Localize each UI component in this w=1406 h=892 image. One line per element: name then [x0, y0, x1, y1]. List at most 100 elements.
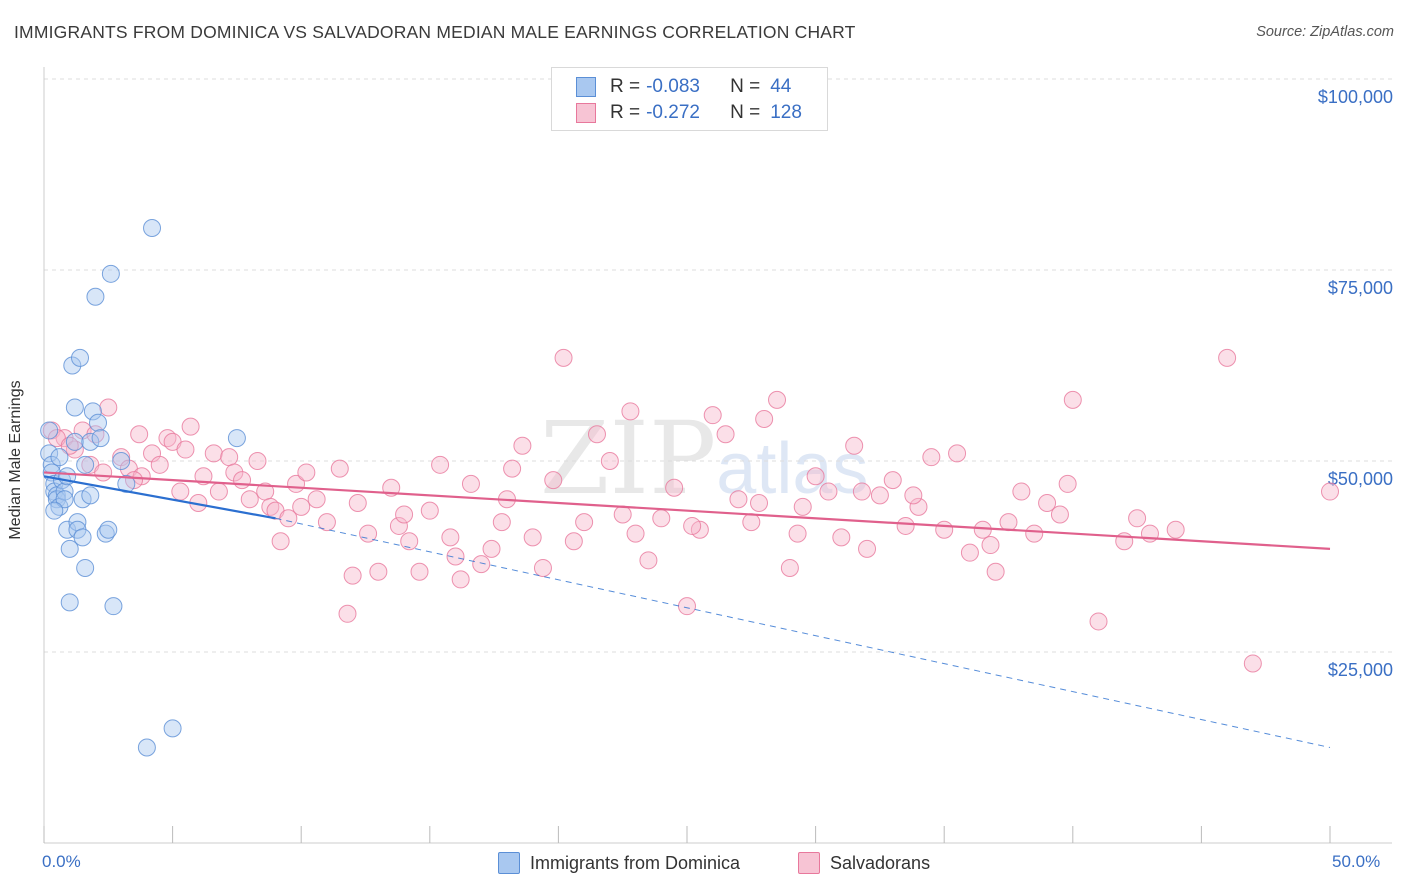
data-point-dominica [60, 593, 79, 612]
y-tick-label: $25,000 [1328, 660, 1393, 680]
data-point-salvadoran [1128, 509, 1147, 528]
data-point-salvadoran [503, 459, 522, 478]
legend-item-salvadorans: Salvadorans [798, 852, 930, 874]
data-point-salvadoran [220, 448, 239, 467]
data-point-salvadoran [171, 482, 190, 501]
legend-r-label: R = [610, 102, 641, 123]
legend-bottom-label-salvadorans: Salvadorans [830, 852, 931, 873]
data-point-salvadoran [788, 524, 807, 543]
legend-row-dominica: R = -0.083 N = 44 [576, 76, 791, 98]
data-point-salvadoran [768, 390, 787, 409]
data-point-salvadoran [389, 516, 408, 535]
data-point-dominica [91, 429, 110, 448]
data-point-salvadoran [204, 444, 223, 463]
data-point-salvadoran [755, 409, 774, 428]
data-point-salvadoran [1058, 474, 1077, 493]
data-point-dominica [76, 455, 95, 474]
data-point-salvadoran [981, 536, 1000, 555]
chart-title: IMMIGRANTS FROM DOMINICA VS SALVADORAN M… [14, 22, 856, 42]
data-point-salvadoran [130, 425, 149, 444]
data-point-dominica [99, 520, 118, 539]
y-tick-label: $100,000 [1318, 87, 1393, 107]
data-point-salvadoran [330, 459, 349, 478]
data-point-salvadoran [410, 562, 429, 581]
data-point-dominica [89, 413, 108, 432]
data-point-salvadoran [482, 539, 501, 558]
data-point-dominica [137, 738, 156, 757]
data-point-salvadoran [176, 440, 195, 459]
data-point-salvadoran [94, 463, 113, 482]
data-point-dominica [76, 558, 95, 577]
data-point-dominica [40, 421, 59, 440]
data-point-dominica [63, 356, 82, 375]
data-point-salvadoran [513, 436, 532, 455]
data-point-salvadoran [1218, 348, 1237, 367]
data-point-dominica [86, 287, 105, 306]
data-point-salvadoran [451, 570, 470, 589]
data-point-salvadoran [665, 478, 684, 497]
data-point-salvadoran [922, 448, 941, 467]
data-point-dominica [112, 452, 131, 470]
data-point-dominica [65, 432, 84, 451]
data-point-dominica [143, 218, 162, 237]
data-point-salvadoran [587, 425, 606, 444]
data-point-dominica [81, 432, 100, 451]
data-point-dominica [101, 264, 120, 283]
data-point-dominica [58, 520, 77, 539]
data-point-salvadoran [613, 505, 632, 524]
data-point-salvadoran [858, 539, 877, 558]
legend-n-label: N = [730, 76, 761, 97]
data-point-salvadoran [533, 558, 552, 577]
legend-swatch-blue [576, 77, 596, 97]
data-point-salvadoran [99, 398, 118, 417]
data-point-salvadoran [544, 471, 563, 490]
y-tick-label: $50,000 [1328, 469, 1393, 489]
data-point-salvadoran [348, 494, 367, 513]
legend-n-value: 44 [770, 76, 792, 97]
data-point-dominica [227, 429, 246, 448]
data-point-salvadoran [369, 562, 388, 581]
legend-bottom-label-dominica: Immigrants from Dominica [530, 852, 741, 873]
data-point-salvadoran [793, 497, 812, 516]
data-point-dominica [50, 448, 69, 467]
data-point-salvadoran [1089, 612, 1108, 631]
data-point-salvadoran [209, 482, 228, 501]
data-point-dominica [65, 398, 84, 417]
legend-item-dominica: Immigrants from Dominica [498, 852, 740, 874]
y-axis-label-wrap: Median Male Earnings [7, 380, 25, 539]
data-point-salvadoran [883, 471, 902, 490]
data-point-salvadoran [845, 436, 864, 455]
data-point-salvadoran [780, 558, 799, 577]
data-point-salvadoran [194, 467, 213, 486]
data-point-salvadoran [233, 471, 252, 490]
data-point-salvadoran [181, 417, 200, 436]
data-point-salvadoran [909, 497, 928, 516]
data-point-salvadoran [652, 509, 671, 528]
data-point-salvadoran [564, 532, 583, 551]
watermark-atlas: atlas [716, 429, 869, 509]
data-point-salvadoran [1050, 505, 1069, 524]
data-point-salvadoran [678, 597, 696, 616]
data-point-salvadoran [307, 490, 326, 509]
data-point-dominica [73, 528, 92, 547]
data-point-salvadoran [472, 555, 491, 574]
data-point-salvadoran [639, 551, 658, 570]
trendline-dominica-extrapolated [275, 517, 1331, 748]
data-point-dominica [71, 348, 90, 367]
data-point-dominica [60, 539, 79, 558]
data-point-dominica [104, 597, 123, 616]
data-point-salvadoran [904, 486, 923, 505]
data-point-salvadoran [729, 490, 748, 509]
data-point-salvadoran [1063, 390, 1082, 409]
data-point-salvadoran [683, 516, 702, 535]
data-point-salvadoran [297, 463, 316, 482]
data-point-salvadoran [973, 520, 992, 539]
x-axis-min-label: 0.0% [42, 852, 81, 871]
data-point-dominica [163, 719, 182, 738]
trendline-salvadoran [43, 471, 1331, 550]
data-point-salvadoran [832, 528, 851, 547]
data-point-dominica [40, 444, 59, 463]
data-point-salvadoran [621, 402, 640, 421]
data-point-salvadoran [395, 505, 414, 524]
